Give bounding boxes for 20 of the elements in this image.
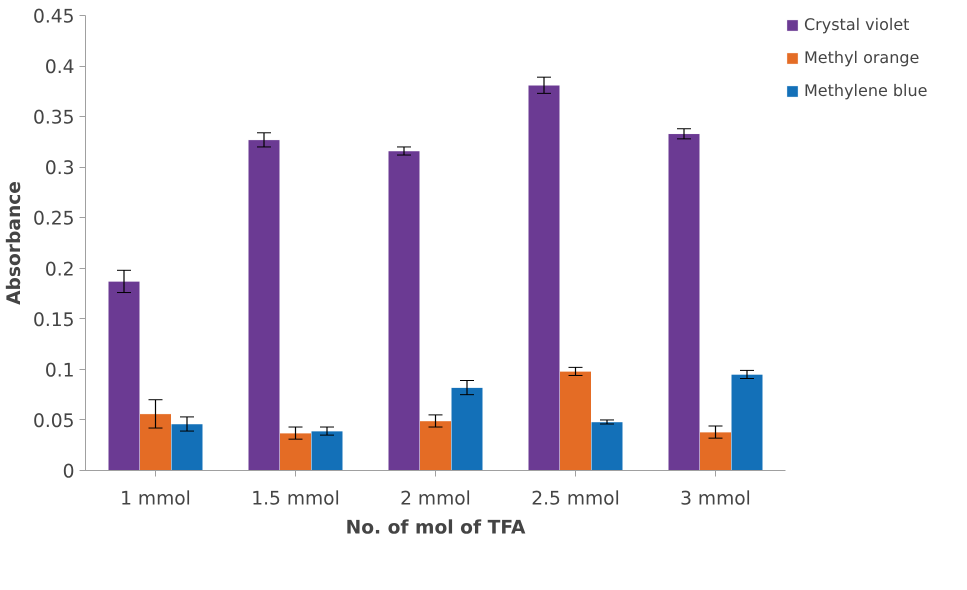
y-tick-label: 0.2: [44, 259, 74, 280]
x-tick-label: 2 mmol: [400, 488, 471, 510]
x-tick-label: 3 mmol: [680, 488, 751, 510]
x-axis-title: No. of mol of TFA: [346, 518, 526, 538]
y-tick-label: 0.25: [32, 208, 75, 230]
y-tick-label: 0.15: [32, 310, 75, 331]
y-tick-label: 0.05: [32, 410, 75, 432]
y-tick-label: 0.1: [44, 360, 74, 382]
legend-label: Methyl orange: [804, 48, 920, 67]
x-tick-label: 1.5 mmol: [251, 488, 340, 510]
legend-label: Methylene blue: [804, 81, 928, 100]
x-tick-label: 1 mmol: [120, 488, 191, 510]
y-tick-label: 0.45: [32, 6, 75, 28]
y-tick-label: 0.35: [32, 108, 75, 129]
y-tick-label: 0: [62, 462, 75, 482]
y-tick-label: 0.4: [44, 57, 74, 78]
x-tick-label: 2.5 mmol: [531, 488, 620, 510]
y-tick-label: 0.3: [44, 158, 74, 180]
y-axis-title: Absorbance: [4, 181, 25, 305]
legend-label: Crystal violet: [804, 15, 910, 34]
